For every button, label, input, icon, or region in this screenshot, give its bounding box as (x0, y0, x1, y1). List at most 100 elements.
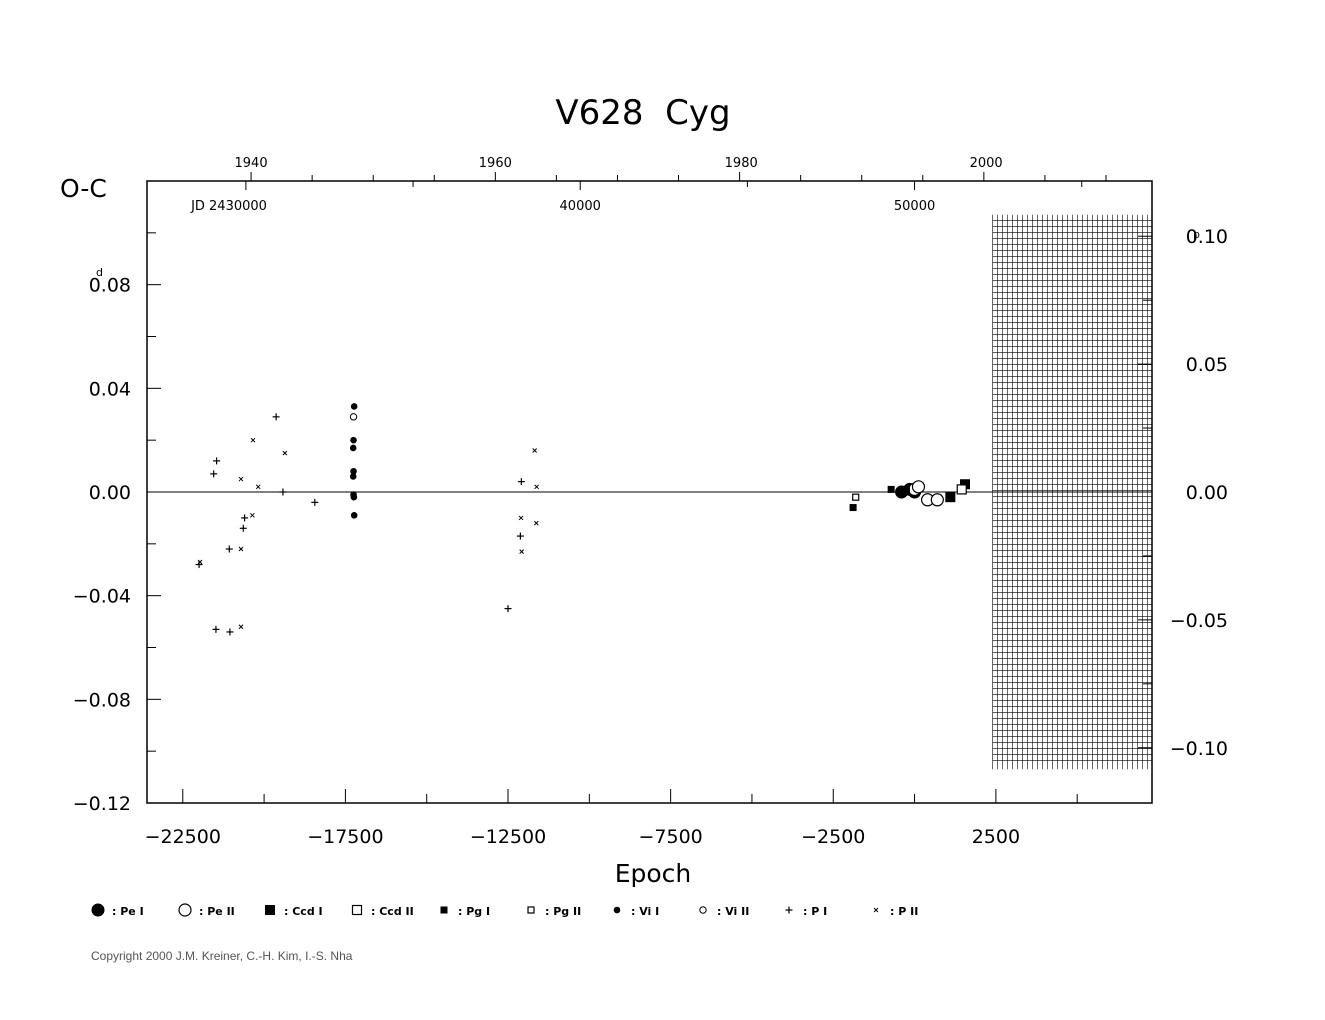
point-p-i (210, 470, 218, 478)
point-p-i (213, 457, 221, 465)
legend-label: : P I (803, 905, 827, 918)
top-year-label: 1960 (479, 156, 512, 171)
point-pg-i (849, 504, 857, 512)
y2-tick-label: 0.05 (1186, 354, 1228, 376)
legend-label: : Pg II (545, 905, 581, 918)
y2-unit-label: p (1193, 228, 1200, 241)
top-jd-label: JD 2430000 (190, 199, 267, 214)
point-p-i (504, 605, 512, 613)
point-p-i (226, 628, 234, 636)
x-tick-label: −17500 (307, 826, 383, 848)
point-p-ii (533, 520, 539, 526)
point-p-i (517, 478, 525, 486)
legend-label: : Pe I (112, 905, 144, 918)
y-tick-labels: 0.08 0.04 0.00 −0.04 −0.08 −0.12 (73, 275, 131, 815)
y-axis-label: O-C (60, 174, 107, 203)
legend-item: : Pe II (178, 903, 235, 918)
point-vi-i (350, 403, 358, 410)
point-p-ii (518, 515, 524, 521)
point-ccd-i (945, 492, 956, 503)
data-points (195, 403, 970, 636)
y2-tick-labels: 0.10 0.05 0.00 −0.05 −0.10 (1170, 226, 1228, 760)
legend-symbol (699, 906, 707, 914)
x-tick-label: −12500 (470, 826, 546, 848)
point-pg-ii (852, 493, 860, 501)
top-year-label: 1980 (725, 156, 758, 171)
point-p-i (311, 498, 319, 506)
y2-tick-label: 0.10 (1186, 226, 1228, 248)
legend-item: : Ccd II (351, 904, 414, 918)
point-p-ii (197, 559, 203, 565)
legend-item: : Pg II (527, 905, 581, 918)
top-jd-label: 50000 (894, 199, 935, 214)
y-tick-label: 0.04 (89, 378, 131, 400)
legend-symbol (440, 906, 448, 914)
legend-label: : Pg I (458, 905, 490, 918)
legend-symbol (91, 903, 105, 917)
point-p-i (516, 532, 524, 540)
x-axis-label: Epoch (615, 859, 692, 888)
point-pg-i (902, 485, 910, 493)
legend-symbol (873, 907, 879, 913)
legend-label: : Ccd II (371, 905, 414, 918)
point-p-i (225, 545, 233, 553)
point-pe-ii (911, 480, 926, 494)
y-tick-label: 0.08 (89, 275, 131, 297)
y2-tick-label: 0.00 (1186, 482, 1228, 504)
legend-symbol (265, 905, 275, 915)
legend-item: : P II (873, 905, 918, 918)
x-tick-label: 2500 (972, 826, 1020, 848)
point-vi-i (350, 467, 357, 475)
point-ccd-i (959, 479, 970, 490)
top-axis-labels: 1940 1960 1980 2000 JD 2430000 40000 50000 (190, 156, 1003, 214)
legend-symbol (785, 906, 793, 914)
point-p-ii (282, 450, 288, 456)
y-tick-label: −0.12 (73, 793, 131, 815)
point-p-ii (534, 484, 539, 490)
axis-ticks (147, 172, 1152, 804)
copyright-notice: Copyright 2000 J.M. Kreiner, C.-H. Kim, … (91, 949, 353, 963)
y2-tick-label: −0.10 (1170, 738, 1228, 760)
legend-label: : Vi II (717, 905, 749, 918)
point-ccd-ii (956, 484, 967, 495)
x-tick-label: −7500 (639, 826, 703, 848)
y-tick-label: −0.08 (73, 689, 131, 711)
point-p-i (241, 514, 249, 522)
point-pg-i (887, 485, 895, 493)
x-tick-labels: −22500 −17500 −12500 −7500 −2500 2500 (145, 826, 1020, 848)
point-p-i (279, 488, 287, 496)
legend-item: : Pe I (91, 903, 144, 918)
point-vi-i (350, 493, 358, 501)
chart-title: V628 Cyg (555, 93, 730, 133)
point-p-i (272, 413, 280, 421)
point-p-ii (519, 549, 525, 554)
point-p-ii (255, 484, 261, 490)
y-tick-label: −0.04 (73, 586, 131, 608)
point-vi-i (350, 436, 357, 444)
top-year-label: 2000 (970, 156, 1003, 171)
point-p-ii (532, 448, 538, 453)
point-vi-i (349, 444, 357, 452)
legend-item: : Pg I (440, 905, 490, 918)
y-tick-label: 0.00 (89, 482, 131, 504)
legend-symbol (351, 904, 363, 916)
legend-item: : P I (785, 905, 827, 918)
legend-symbol (178, 903, 192, 917)
legend-label: : P II (890, 905, 918, 918)
legend-symbol (613, 906, 621, 914)
point-p-i (239, 524, 247, 532)
top-jd-label: 40000 (560, 199, 601, 214)
y2-tick-label: −0.05 (1170, 610, 1228, 632)
point-vi-i (349, 473, 357, 480)
legend-symbol (527, 906, 535, 914)
legend: : Pe I : Pe II : Ccd I : Ccd II : Pg I : Pg I… (91, 903, 918, 918)
legend-item: : Vi I (613, 905, 659, 918)
point-p-ii (238, 624, 244, 630)
point-vi-i (350, 512, 358, 519)
y-unit-label: d (96, 266, 103, 279)
legend-label: : Vi I (631, 905, 659, 918)
legend-item: : Ccd I (265, 905, 323, 918)
point-p-ii (250, 512, 255, 518)
legend-label: : Pe II (199, 905, 235, 918)
